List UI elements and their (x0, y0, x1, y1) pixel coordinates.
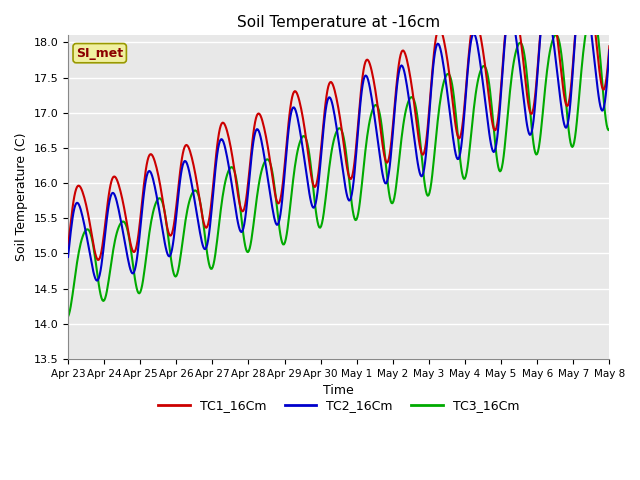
TC3_16Cm (383, 174, 391, 180)
TC1_16Cm (310, 183, 317, 189)
Line: TC1_16Cm: TC1_16Cm (68, 0, 609, 260)
TC1_16Cm (473, 18, 481, 24)
Title: Soil Temperature at -16cm: Soil Temperature at -16cm (237, 15, 440, 30)
TC2_16Cm (204, 237, 212, 243)
TC3_16Cm (605, 127, 613, 132)
TC3_16Cm (426, 190, 433, 195)
Legend: TC1_16Cm, TC2_16Cm, TC3_16Cm: TC1_16Cm, TC2_16Cm, TC3_16Cm (154, 395, 524, 418)
X-axis label: Time: Time (323, 384, 354, 397)
TC2_16Cm (310, 205, 317, 211)
Text: SI_met: SI_met (76, 47, 124, 60)
TC1_16Cm (94, 257, 102, 263)
TC2_16Cm (384, 175, 392, 181)
TC2_16Cm (605, 48, 613, 53)
TC2_16Cm (161, 240, 168, 245)
TC3_16Cm (64, 314, 72, 320)
TC1_16Cm (384, 159, 392, 165)
TC1_16Cm (161, 211, 168, 216)
TC3_16Cm (472, 92, 479, 97)
TC1_16Cm (605, 43, 613, 49)
Line: TC3_16Cm: TC3_16Cm (68, 12, 609, 317)
Y-axis label: Soil Temperature (C): Soil Temperature (C) (15, 133, 28, 262)
TC2_16Cm (64, 254, 72, 260)
TC1_16Cm (427, 91, 435, 97)
TC3_16Cm (204, 251, 211, 256)
TC3_16Cm (588, 9, 596, 14)
TC3_16Cm (160, 205, 168, 211)
Line: TC2_16Cm: TC2_16Cm (68, 0, 609, 281)
TC2_16Cm (427, 96, 435, 102)
TC2_16Cm (473, 37, 481, 43)
TC1_16Cm (64, 243, 72, 249)
TC2_16Cm (93, 278, 100, 284)
TC3_16Cm (309, 182, 317, 188)
TC1_16Cm (204, 221, 212, 227)
